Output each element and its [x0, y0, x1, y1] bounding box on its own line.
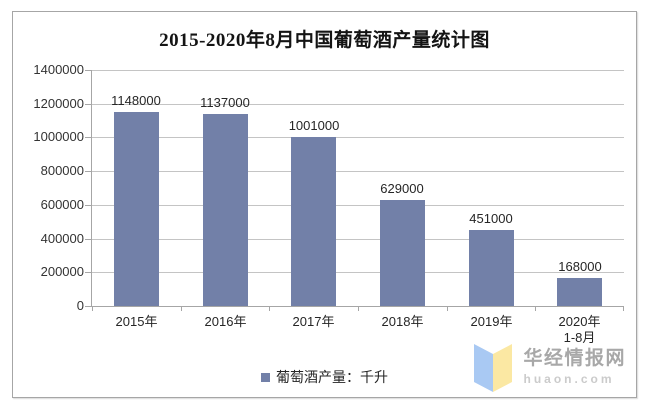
plot-area: 0 200000 400000 600000 800000 1000000 1200000 1… [33, 62, 624, 345]
gridline [92, 137, 624, 138]
x-axis-tick [535, 306, 536, 311]
bar [114, 112, 159, 306]
y-axis-tick [85, 306, 92, 307]
bar-value-label: 1148000 [111, 93, 161, 108]
watermark-site-url: huaon.com [523, 372, 615, 386]
x-axis-tick [92, 306, 93, 311]
y-axis-tick [85, 137, 92, 138]
y-axis-label: 1400000 [33, 62, 84, 77]
watermark-site-name: 华经情报网 [523, 348, 626, 369]
bar-value-label: 1001000 [288, 118, 340, 133]
gridline [92, 171, 624, 172]
y-axis-tick [85, 239, 92, 240]
x-axis-label-line2: 1-8月 [563, 330, 596, 345]
y-axis-tick [85, 272, 92, 273]
bar [203, 114, 248, 306]
legend-swatch-icon [261, 372, 270, 382]
x-axis-label: 2018年 [358, 314, 447, 330]
x-axis-tick [447, 306, 448, 311]
y-axis-label: 1200000 [33, 96, 84, 111]
chart-frame: 2015-2020年8月中国葡萄酒产量统计图 0 200000 400000 6000… [12, 11, 637, 398]
gridline [92, 205, 624, 206]
x-axis-label-line1: 2019年 [470, 314, 513, 329]
bar [380, 200, 425, 306]
y-axis-label: 400000 [40, 231, 84, 246]
y-axis-label: 200000 [40, 264, 84, 279]
chart-title: 2015-2020年8月中国葡萄酒产量统计图 [159, 30, 490, 51]
x-axis-label-line1: 2017年 [292, 314, 335, 329]
x-axis-label: 2019年 [447, 314, 536, 330]
x-axis-label-line1: 2015年 [115, 314, 158, 329]
y-axis-tick [85, 205, 92, 206]
x-axis-label: 2020年 1-8月 [535, 314, 624, 346]
gridline [92, 70, 624, 71]
x-axis-tick [181, 306, 182, 311]
huaon-logo-left-page [474, 344, 494, 392]
y-axis-label: 800000 [40, 163, 84, 178]
bar [291, 137, 336, 306]
y-axis-tick [85, 70, 92, 71]
y-axis-label: 1000000 [33, 129, 84, 144]
watermark-text: 华经情报网 huaon.com [523, 348, 626, 386]
y-axis-label: 600000 [40, 197, 84, 212]
y-axis-tick [85, 171, 92, 172]
x-axis-label-line1: 2018年 [381, 314, 424, 329]
x-axis-label-line1: 2016年 [204, 314, 247, 329]
y-axis-tick [85, 104, 92, 105]
x-axis-tick [269, 306, 270, 311]
x-axis-label: 2016年 [181, 314, 270, 330]
bar-value-label: 1137000 [200, 95, 250, 110]
x-axis-label: 2017年 [269, 314, 358, 330]
bar-value-label: 629000 [380, 181, 424, 196]
bar-value-label: 451000 [469, 211, 513, 226]
gridline [92, 272, 624, 273]
x-axis-label-line1: 2020年 [558, 314, 601, 329]
huaon-logo-right-page [493, 344, 513, 392]
x-axis-label: 2015年 [92, 314, 181, 330]
watermark: 华经情报网 huaon.com [467, 341, 626, 393]
gridline [92, 239, 624, 240]
bar [469, 230, 514, 306]
x-axis-tick [358, 306, 359, 311]
x-axis-tick [623, 306, 624, 311]
gridline [92, 104, 624, 105]
y-axis-label: 0 [76, 298, 84, 313]
bar-value-label: 168000 [558, 259, 602, 274]
bar [557, 278, 602, 306]
legend-label: 葡萄酒产量：千升 [276, 369, 388, 385]
huaon-logo-icon [474, 344, 513, 392]
legend: 葡萄酒产量：千升 [13, 368, 636, 386]
